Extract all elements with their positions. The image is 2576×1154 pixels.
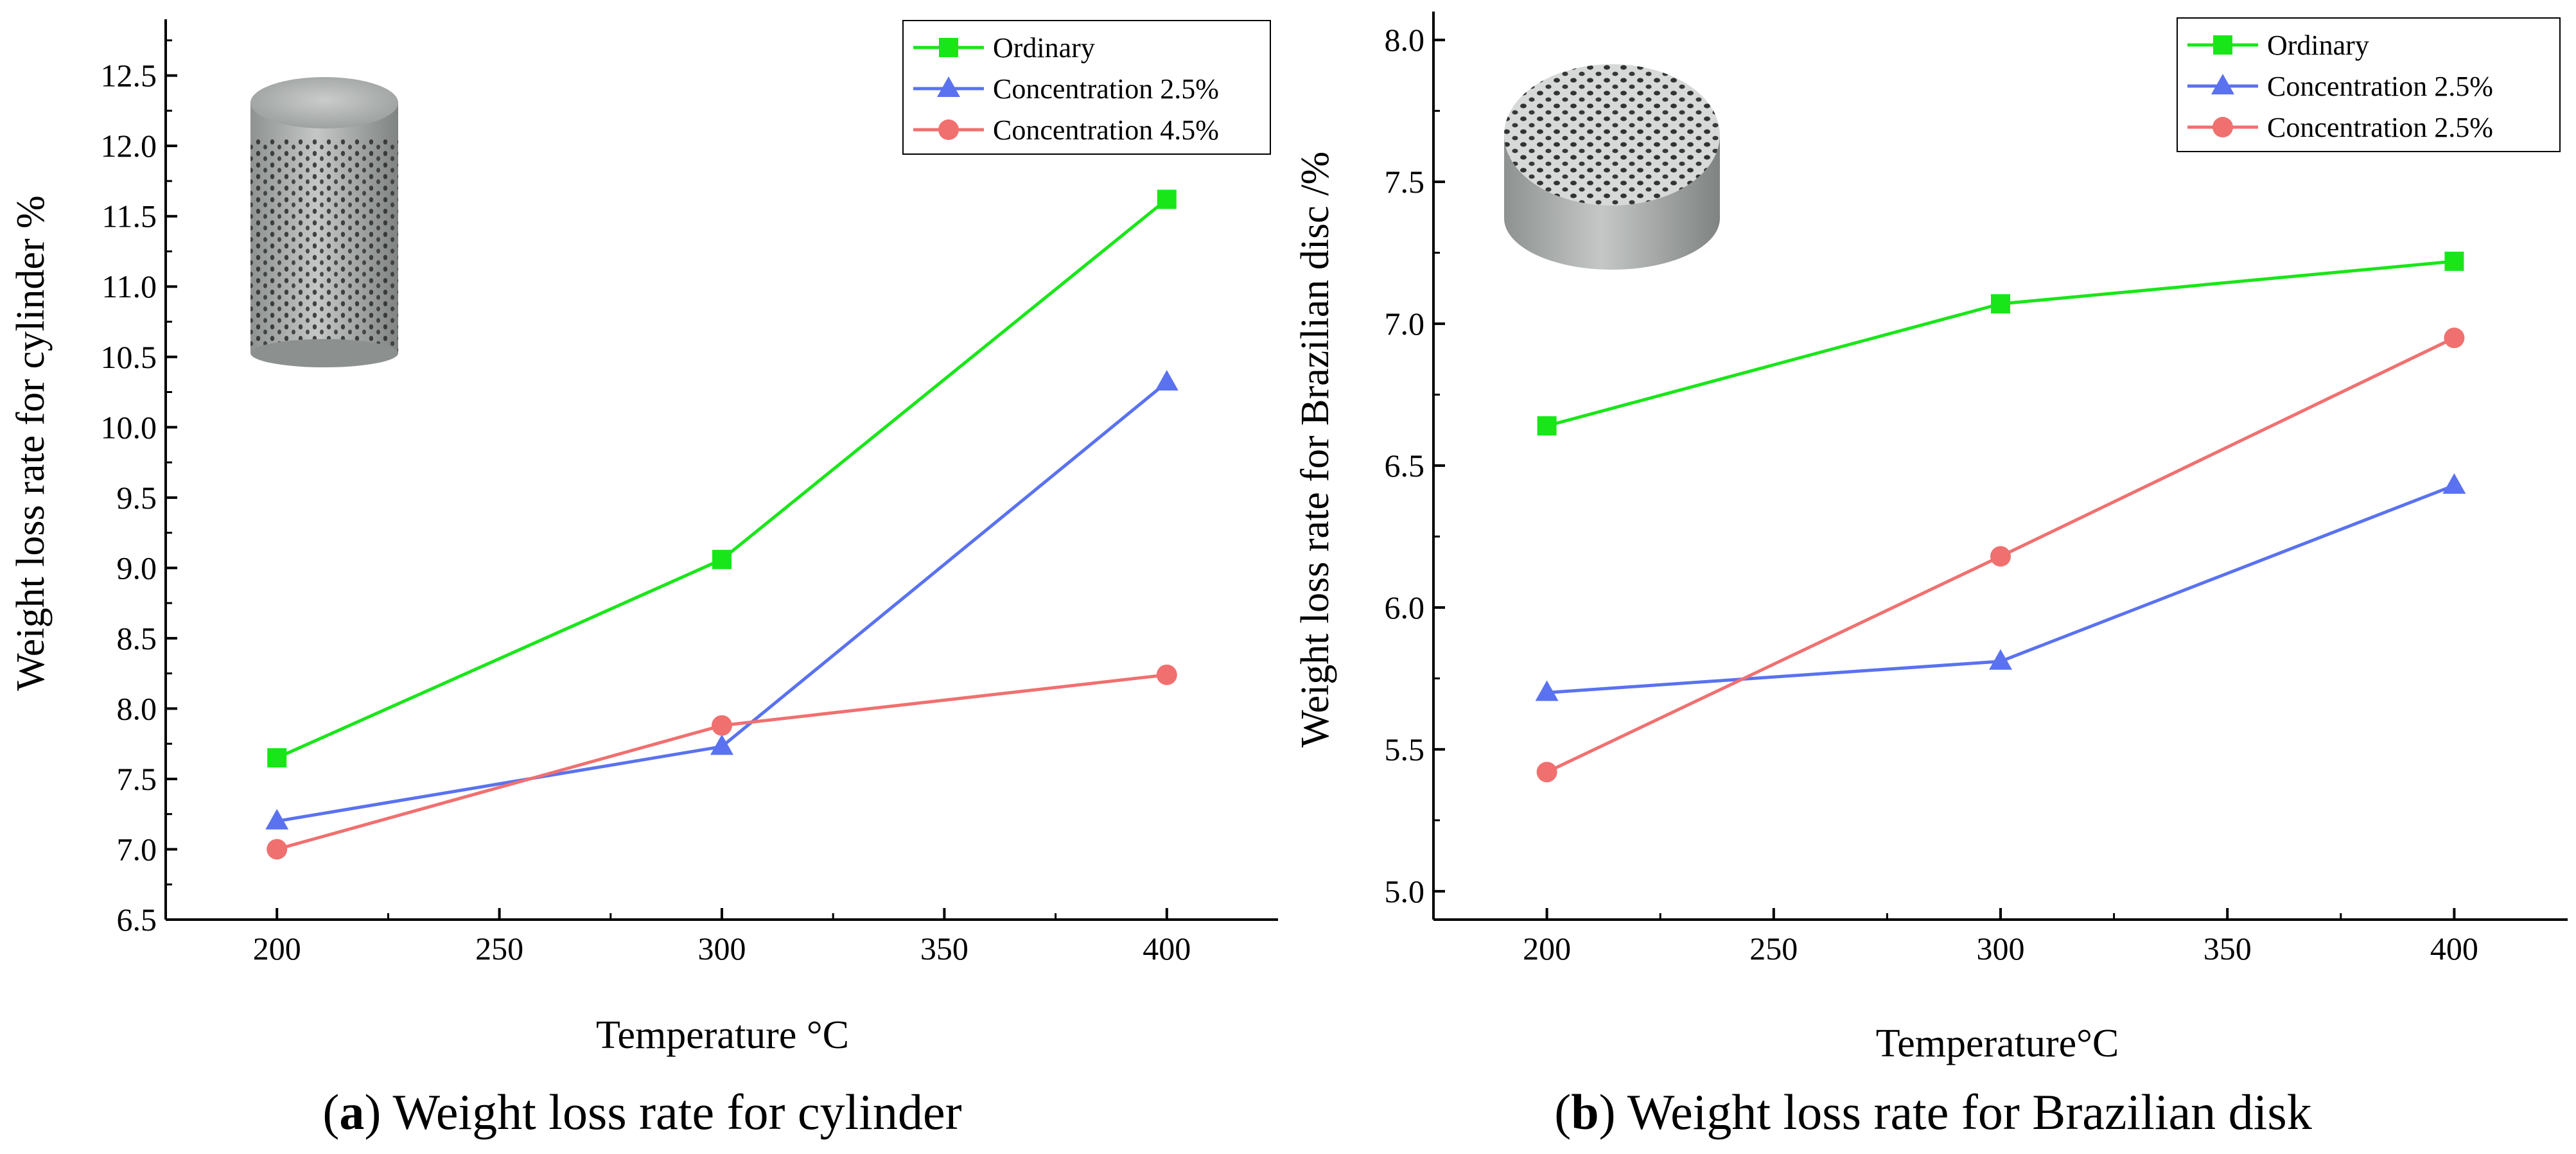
panel-a-legend-marker [939, 38, 958, 57]
panel-a-y-tick-label: 10.0 [101, 409, 157, 445]
panel-b-x-tick-label: 250 [1749, 931, 1798, 966]
panel-b-series-3-point [1536, 762, 1557, 783]
panel-a-y-tick-label: 9.0 [117, 550, 157, 586]
panel-b-y-tick-label: 7.5 [1385, 164, 1425, 200]
panel-b-y-tick-label: 5.0 [1385, 873, 1425, 909]
panel-b-legend: Ordinary Concentration 2.5% Concentration … [2177, 17, 2561, 152]
panel-b-legend-marker [2211, 74, 2234, 94]
cylinder-specimen-photo [250, 77, 398, 367]
panel-a-series-1-point [267, 748, 287, 768]
panel-a-x-tick-label: 250 [475, 931, 523, 966]
panel-b-legend-label: Concentration 2.5% [2267, 112, 2493, 143]
panel-a-caption-text: Weight loss rate for cylinder [392, 1084, 961, 1140]
panel-b-series-1-point [2444, 251, 2464, 271]
panel-b-series-3-point [1990, 546, 2011, 567]
panel-a-series-line-2 [276, 381, 1168, 823]
panel-b-x-tick-label: 400 [2430, 931, 2478, 966]
panel-a-y-tick-label: 11.0 [101, 268, 157, 304]
panel-b-chart: 5.0 5.5 6.0 6.5 7.0 7.5 8.0 200 250 300 350 400 Ord… [1293, 12, 2568, 1140]
panel-a-chart: 6.5 7.0 7.5 8.0 8.5 9.0 9.5 10.0 10.5 11.0 11.5 12.… [9, 19, 1278, 1140]
panel-a-series-2-point [265, 809, 289, 830]
panel-a-series-2-point [1155, 370, 1178, 391]
panel-b-legend-label: Concentration 2.5% [2267, 71, 2493, 102]
panel-a-y-tick-label: 7.0 [117, 831, 157, 867]
panel-b-legend-marker [2212, 117, 2233, 137]
panel-b-label: b [1571, 1084, 1599, 1140]
panel-a-x-tick-label: 350 [920, 931, 968, 966]
panel-b-series-line-1 [1546, 259, 2455, 428]
panel-b-series-2-point [1989, 649, 2012, 670]
panel-a-series-2-point [710, 734, 733, 755]
panel-a-legend-marker [937, 76, 960, 97]
panel-b-legend-label: Ordinary [2267, 30, 2369, 61]
panel-b-x-tick-label: 300 [1977, 931, 2025, 966]
panel-a-y-tick-label: 8.5 [117, 620, 157, 656]
panel-a-series-3-point [1156, 664, 1177, 685]
panel-a-y-tick-label: 9.5 [117, 480, 157, 516]
panel-a-legend-label: Concentration 2.5% [993, 73, 1219, 105]
panel-a-y-tick-label: 6.5 [117, 902, 157, 938]
panel-b-series [1535, 251, 2466, 783]
panel-a-x-tick-label: 300 [698, 931, 746, 966]
panel-a-y-tick-label: 8.0 [117, 690, 157, 726]
panel-a-legend-label: Concentration 4.5% [993, 114, 1219, 146]
panel-a-legend-marker [938, 119, 959, 140]
panel-a-caption: (a) Weight loss rate for cylinder [322, 1084, 961, 1140]
panel-a-x-axis-label: Temperature °C [596, 1013, 849, 1057]
panel-a-y-tick-label: 10.5 [101, 339, 157, 375]
panel-a-series-3-point [267, 839, 288, 860]
panel-b-series-2-point [1535, 680, 1559, 701]
panel-a-y-axis-label: Weight loss rate for cylinder % [9, 195, 53, 691]
panel-a-legend: Ordinary Concentration 2.5% Concentration … [902, 20, 1271, 155]
panel-a-y-tick-label: 7.5 [117, 761, 157, 797]
panel-a-y-tick-label: 12.5 [101, 58, 157, 94]
panel-a-series-1-point [1157, 189, 1177, 209]
panel-a-y-tick-label: 12.0 [101, 128, 157, 164]
panel-a-legend-label: Ordinary [993, 32, 1095, 64]
panel-b-y-tick-label: 7.0 [1385, 306, 1425, 342]
panel-a-series-1-point [712, 550, 732, 570]
panel-a-series [265, 189, 1178, 860]
disc-specimen-photo [1504, 64, 1720, 270]
panel-b-x-tick-label: 200 [1523, 931, 1571, 966]
panel-b-legend-marker [2213, 35, 2232, 55]
panel-b-axes: 5.0 5.5 6.0 6.5 7.0 7.5 8.0 200 250 300 350 400 [1385, 12, 2568, 966]
panel-b-series-1-point [1537, 416, 1557, 436]
panel-b-series-1-point [1991, 294, 2010, 314]
panel-b-y-axis-label: Weight loss rate for Brazilian disc /% [1293, 152, 1337, 747]
panel-a-x-tick-label: 200 [253, 931, 301, 966]
panel-a-axes: 6.5 7.0 7.5 8.0 8.5 9.0 9.5 10.0 10.5 11.0 11.5 12.… [101, 19, 1278, 966]
panel-a-x-tick-label: 400 [1143, 931, 1191, 966]
panel-b-caption-text: Weight loss rate for Brazilian disk [1627, 1084, 2312, 1140]
panel-a-y-tick-label: 11.5 [101, 198, 157, 234]
panel-b-x-axis-label: Temperature°C [1876, 1022, 2119, 1065]
panel-b-y-tick-label: 6.5 [1385, 448, 1425, 484]
panel-b-series-3-point [2444, 328, 2465, 349]
panel-b-caption: (b) Weight loss rate for Brazilian disk [1554, 1084, 2311, 1140]
panel-b-x-tick-label: 350 [2204, 931, 2252, 966]
panel-a-series-line-1 [276, 198, 1168, 760]
panel-a-label: a [339, 1084, 364, 1140]
panel-b-y-tick-label: 6.0 [1385, 590, 1425, 625]
panel-b-y-tick-label: 5.5 [1385, 731, 1425, 767]
panel-b-y-tick-label: 8.0 [1385, 22, 1425, 58]
panel-b-series-2-point [2442, 473, 2466, 494]
panel-a-series-3-point [712, 715, 732, 736]
panel-a-series-line-3 [276, 673, 1168, 851]
